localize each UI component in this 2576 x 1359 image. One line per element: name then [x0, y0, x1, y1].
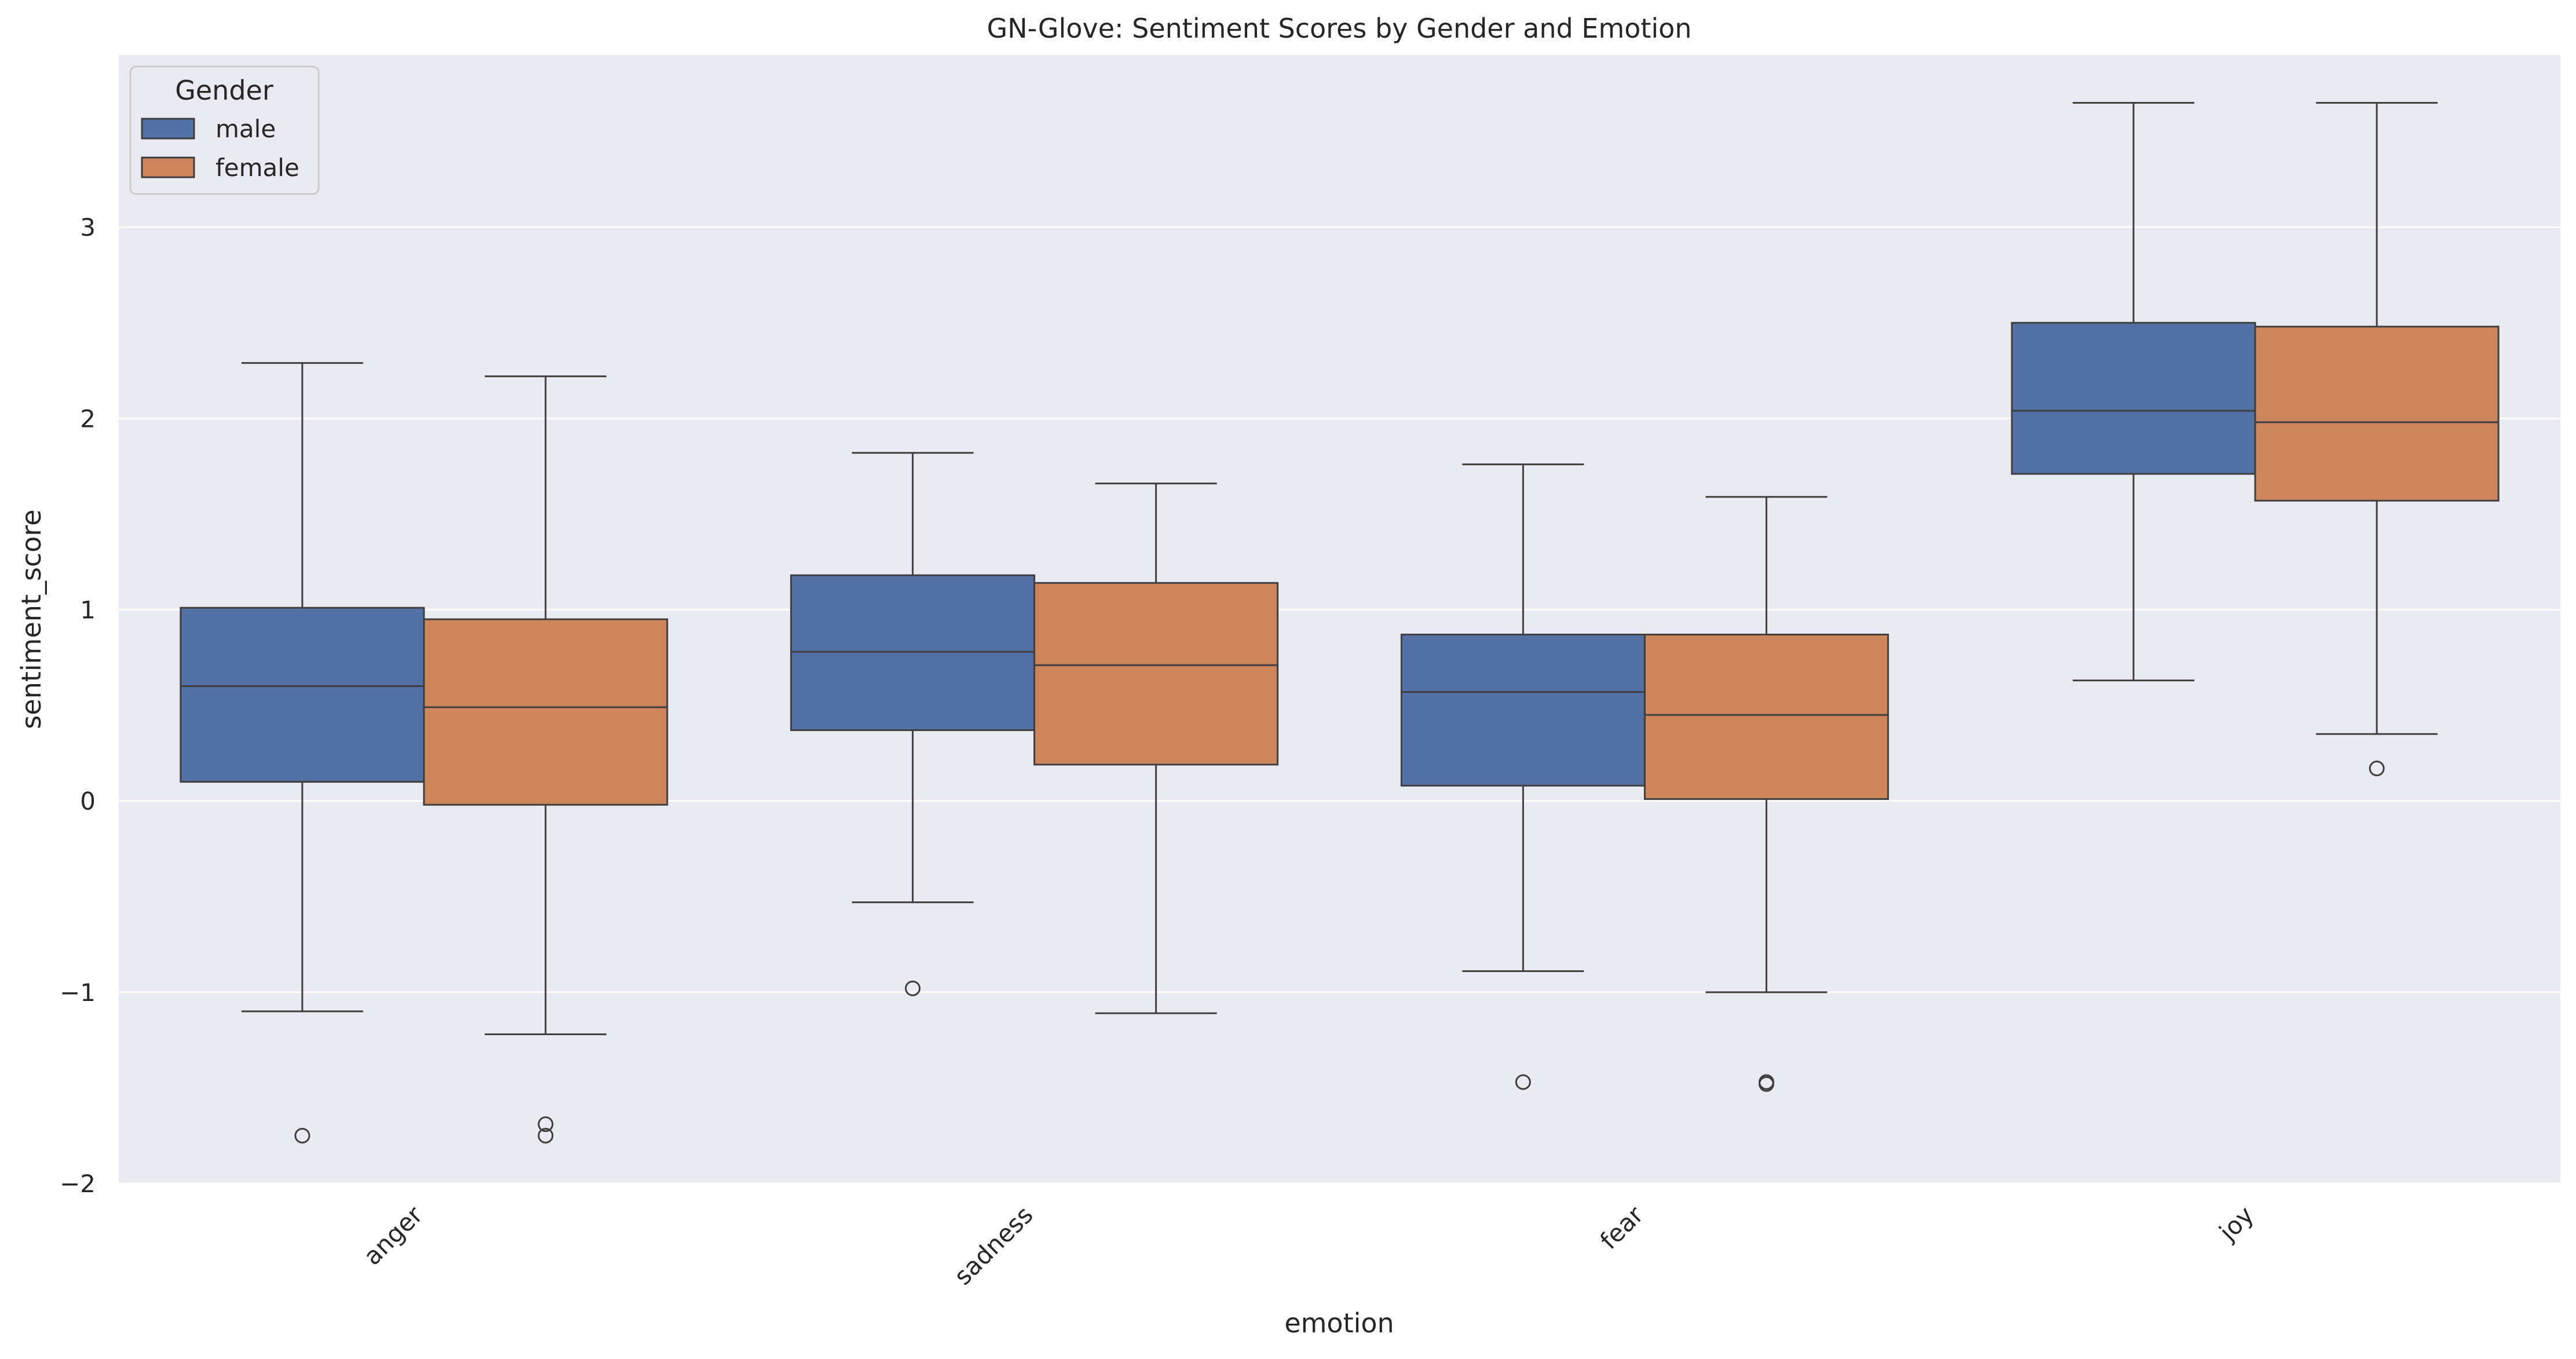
legend-swatch-female: [141, 156, 195, 178]
legend-label-male: male: [215, 115, 276, 143]
legend-title: Gender: [175, 75, 273, 106]
x-ticks: anger sadness fear joy: [358, 1200, 2259, 1291]
y-ticks: −2 −1 0 1 2 3: [60, 213, 96, 1198]
x-tick-label: fear: [1595, 1200, 1649, 1255]
box-female-fear: [1643, 496, 1889, 1092]
box-female-joy: [2254, 102, 2500, 777]
y-tick-label: −1: [60, 978, 96, 1007]
outlier-point: [538, 1127, 554, 1144]
iqr-box: [180, 607, 425, 783]
outlier-point: [1758, 1076, 1774, 1092]
box-female-anger: [423, 375, 668, 1144]
x-axis-label: emotion: [1284, 1307, 1394, 1339]
box-male-anger: [180, 362, 425, 1144]
legend: Gender male female: [129, 65, 320, 195]
outlier-point: [538, 1116, 554, 1132]
outlier-point: [294, 1127, 310, 1144]
iqr-box: [423, 618, 668, 806]
x-tick-label: anger: [358, 1200, 429, 1271]
legend-label-female: female: [215, 154, 299, 182]
boxes: [180, 102, 2500, 1144]
chart-title: GN-Glove: Sentiment Scores by Gender and…: [987, 13, 1692, 44]
outlier-point: [905, 980, 921, 996]
x-tick-label: joy: [2213, 1200, 2259, 1246]
iqr-box: [1400, 633, 1646, 787]
y-tick-label: 0: [80, 787, 96, 816]
iqr-box: [2254, 326, 2500, 502]
legend-swatch-male: [141, 118, 195, 140]
iqr-box: [790, 574, 1036, 731]
outlier-point: [1515, 1074, 1531, 1090]
y-tick-label: 3: [80, 213, 96, 242]
y-tick-label: 2: [80, 404, 96, 433]
x-tick-label: sadness: [948, 1200, 1038, 1290]
iqr-box: [1643, 633, 1889, 800]
y-axis-label: sentiment_score: [16, 509, 47, 729]
y-tick-label: −2: [60, 1170, 96, 1198]
iqr-box: [2011, 322, 2256, 475]
box-male-joy: [2011, 102, 2256, 682]
y-tick-label: 1: [80, 596, 96, 624]
iqr-box: [1033, 582, 1279, 766]
box-female-sadness: [1033, 483, 1279, 1014]
outlier-point: [2369, 761, 2385, 777]
box-male-sadness: [790, 452, 1036, 996]
